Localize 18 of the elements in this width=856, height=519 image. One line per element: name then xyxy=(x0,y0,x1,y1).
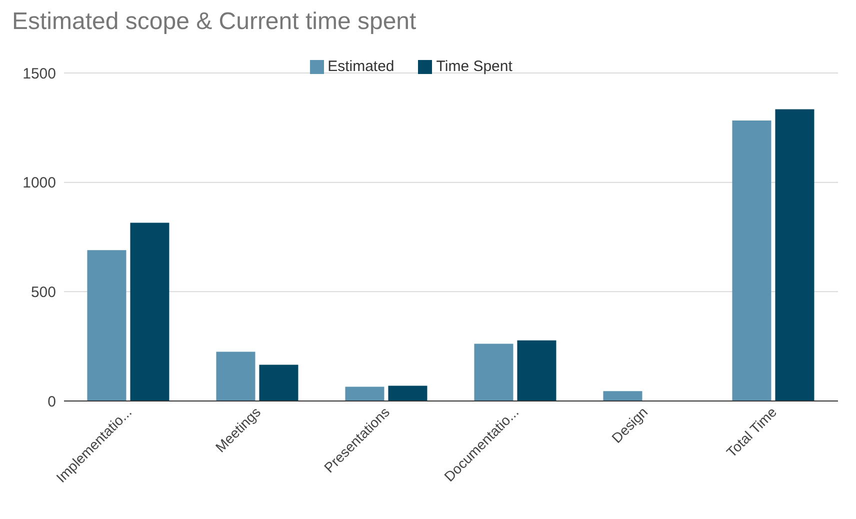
bar xyxy=(259,364,298,401)
legend-label: Time Spent xyxy=(436,58,512,75)
bar xyxy=(87,250,126,401)
bar xyxy=(216,352,256,401)
bar xyxy=(130,222,170,401)
bar xyxy=(732,120,772,401)
y-tick-label: 0 xyxy=(48,393,56,410)
y-tick-label: 1000 xyxy=(22,174,56,192)
bar xyxy=(603,391,642,401)
legend-label: Estimated xyxy=(328,58,394,75)
bar xyxy=(388,386,428,401)
y-tick-label: 1500 xyxy=(22,65,56,82)
bar xyxy=(517,340,556,401)
bar xyxy=(345,386,384,401)
chart-title: Estimated scope & Current time spent xyxy=(12,8,416,36)
bar xyxy=(474,344,514,401)
y-tick-label: 500 xyxy=(30,284,56,301)
bar xyxy=(775,109,814,401)
